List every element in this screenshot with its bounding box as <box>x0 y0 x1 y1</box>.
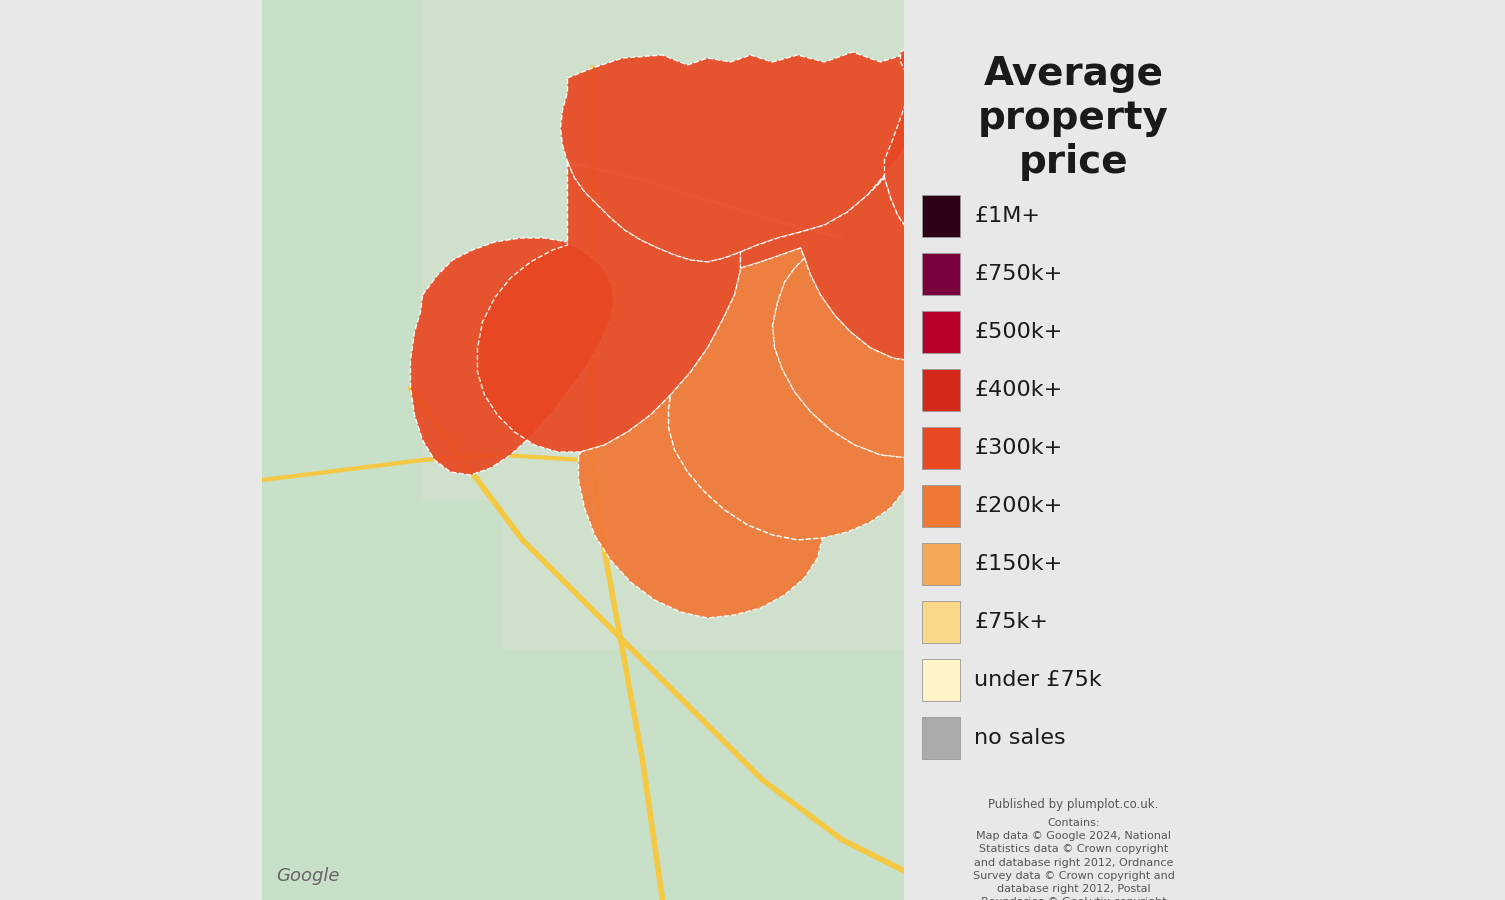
Text: £400k+: £400k+ <box>974 380 1063 400</box>
Polygon shape <box>668 248 911 540</box>
Text: Average
property
price: Average property price <box>978 55 1169 181</box>
Polygon shape <box>578 395 823 618</box>
FancyBboxPatch shape <box>923 717 960 759</box>
Text: under £75k: under £75k <box>974 670 1102 690</box>
FancyBboxPatch shape <box>923 659 960 701</box>
Polygon shape <box>772 252 1058 458</box>
FancyBboxPatch shape <box>923 311 960 353</box>
Text: Published by plumplot.co.uk.: Published by plumplot.co.uk. <box>989 798 1159 811</box>
Text: £150k+: £150k+ <box>974 554 1063 574</box>
FancyBboxPatch shape <box>262 0 1243 900</box>
FancyBboxPatch shape <box>262 650 1243 900</box>
FancyBboxPatch shape <box>262 0 423 500</box>
FancyBboxPatch shape <box>923 195 960 237</box>
FancyBboxPatch shape <box>923 543 960 585</box>
Polygon shape <box>560 52 935 262</box>
FancyBboxPatch shape <box>905 0 1243 900</box>
Text: £500k+: £500k+ <box>974 322 1063 342</box>
FancyBboxPatch shape <box>923 253 960 295</box>
Text: £750k+: £750k+ <box>974 264 1063 284</box>
Text: £300k+: £300k+ <box>974 438 1063 458</box>
Text: £75k+: £75k+ <box>974 612 1049 632</box>
Text: £200k+: £200k+ <box>974 496 1063 516</box>
FancyBboxPatch shape <box>923 485 960 527</box>
FancyBboxPatch shape <box>923 427 960 469</box>
Polygon shape <box>885 28 1103 245</box>
FancyBboxPatch shape <box>1082 0 1243 900</box>
FancyBboxPatch shape <box>912 0 1082 350</box>
FancyBboxPatch shape <box>923 601 960 643</box>
Text: no sales: no sales <box>974 728 1066 748</box>
FancyBboxPatch shape <box>923 369 960 411</box>
FancyBboxPatch shape <box>262 500 503 900</box>
Text: £1M+: £1M+ <box>974 206 1040 226</box>
Polygon shape <box>477 162 740 452</box>
Text: Contains:
Map data © Google 2024, National
Statistics data © Crown copyright
and: Contains: Map data © Google 2024, Nation… <box>972 818 1174 900</box>
Polygon shape <box>740 178 1031 362</box>
Polygon shape <box>411 238 614 475</box>
Text: Google: Google <box>277 867 340 885</box>
